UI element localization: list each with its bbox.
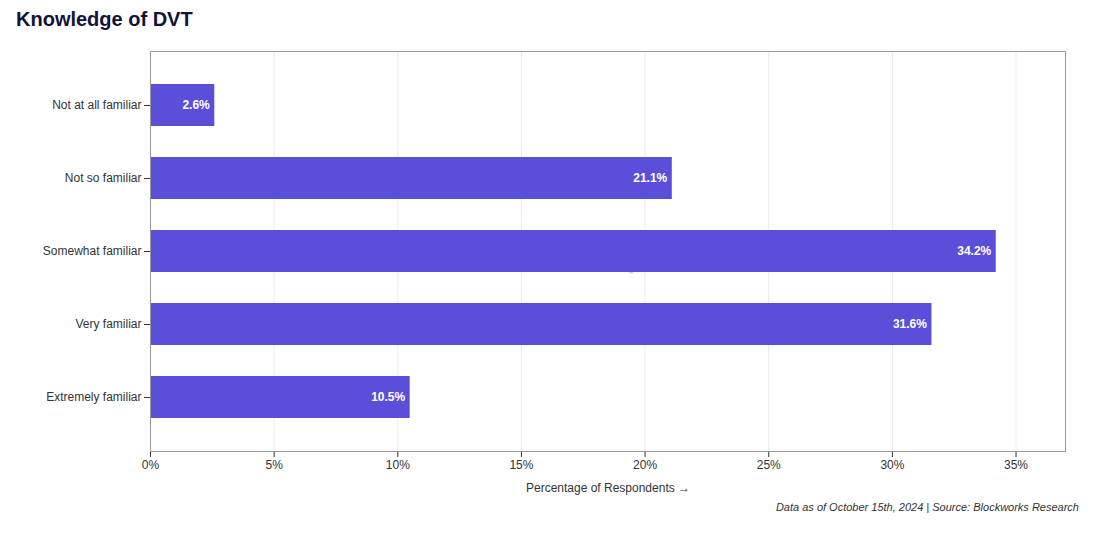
svg-text:10.5%: 10.5% <box>371 390 405 404</box>
svg-text:Not at all familiar: Not at all familiar <box>52 98 141 112</box>
svg-text:35%: 35% <box>1004 458 1028 472</box>
svg-text:5%: 5% <box>265 458 283 472</box>
svg-text:Not so familiar: Not so familiar <box>65 171 142 185</box>
svg-text:20%: 20% <box>633 458 657 472</box>
svg-text:2.6%: 2.6% <box>182 98 210 112</box>
svg-text:31.6%: 31.6% <box>893 317 927 331</box>
svg-text:Extremely familiar: Extremely familiar <box>46 390 141 404</box>
html-text:Knowledge of DVT: Knowledge of DVT <box>16 8 193 30</box>
svg-text:0%: 0% <box>142 458 160 472</box>
svg-text:10%: 10% <box>386 458 410 472</box>
svg-text:15%: 15% <box>509 458 533 472</box>
svg-text:Very familiar: Very familiar <box>75 317 141 331</box>
html-text:Data as of October 15th, 2024: Data as of October 15th, 2024 | Source: … <box>775 501 1079 513</box>
svg-text:Somewhat familiar: Somewhat familiar <box>43 244 142 258</box>
svg-text:Percentage of Respondents →: Percentage of Respondents → <box>526 481 690 495</box>
svg-text:25%: 25% <box>757 458 781 472</box>
svg-text:34.2%: 34.2% <box>957 244 991 258</box>
svg-text:21.1%: 21.1% <box>633 171 667 185</box>
svg-text:30%: 30% <box>880 458 904 472</box>
